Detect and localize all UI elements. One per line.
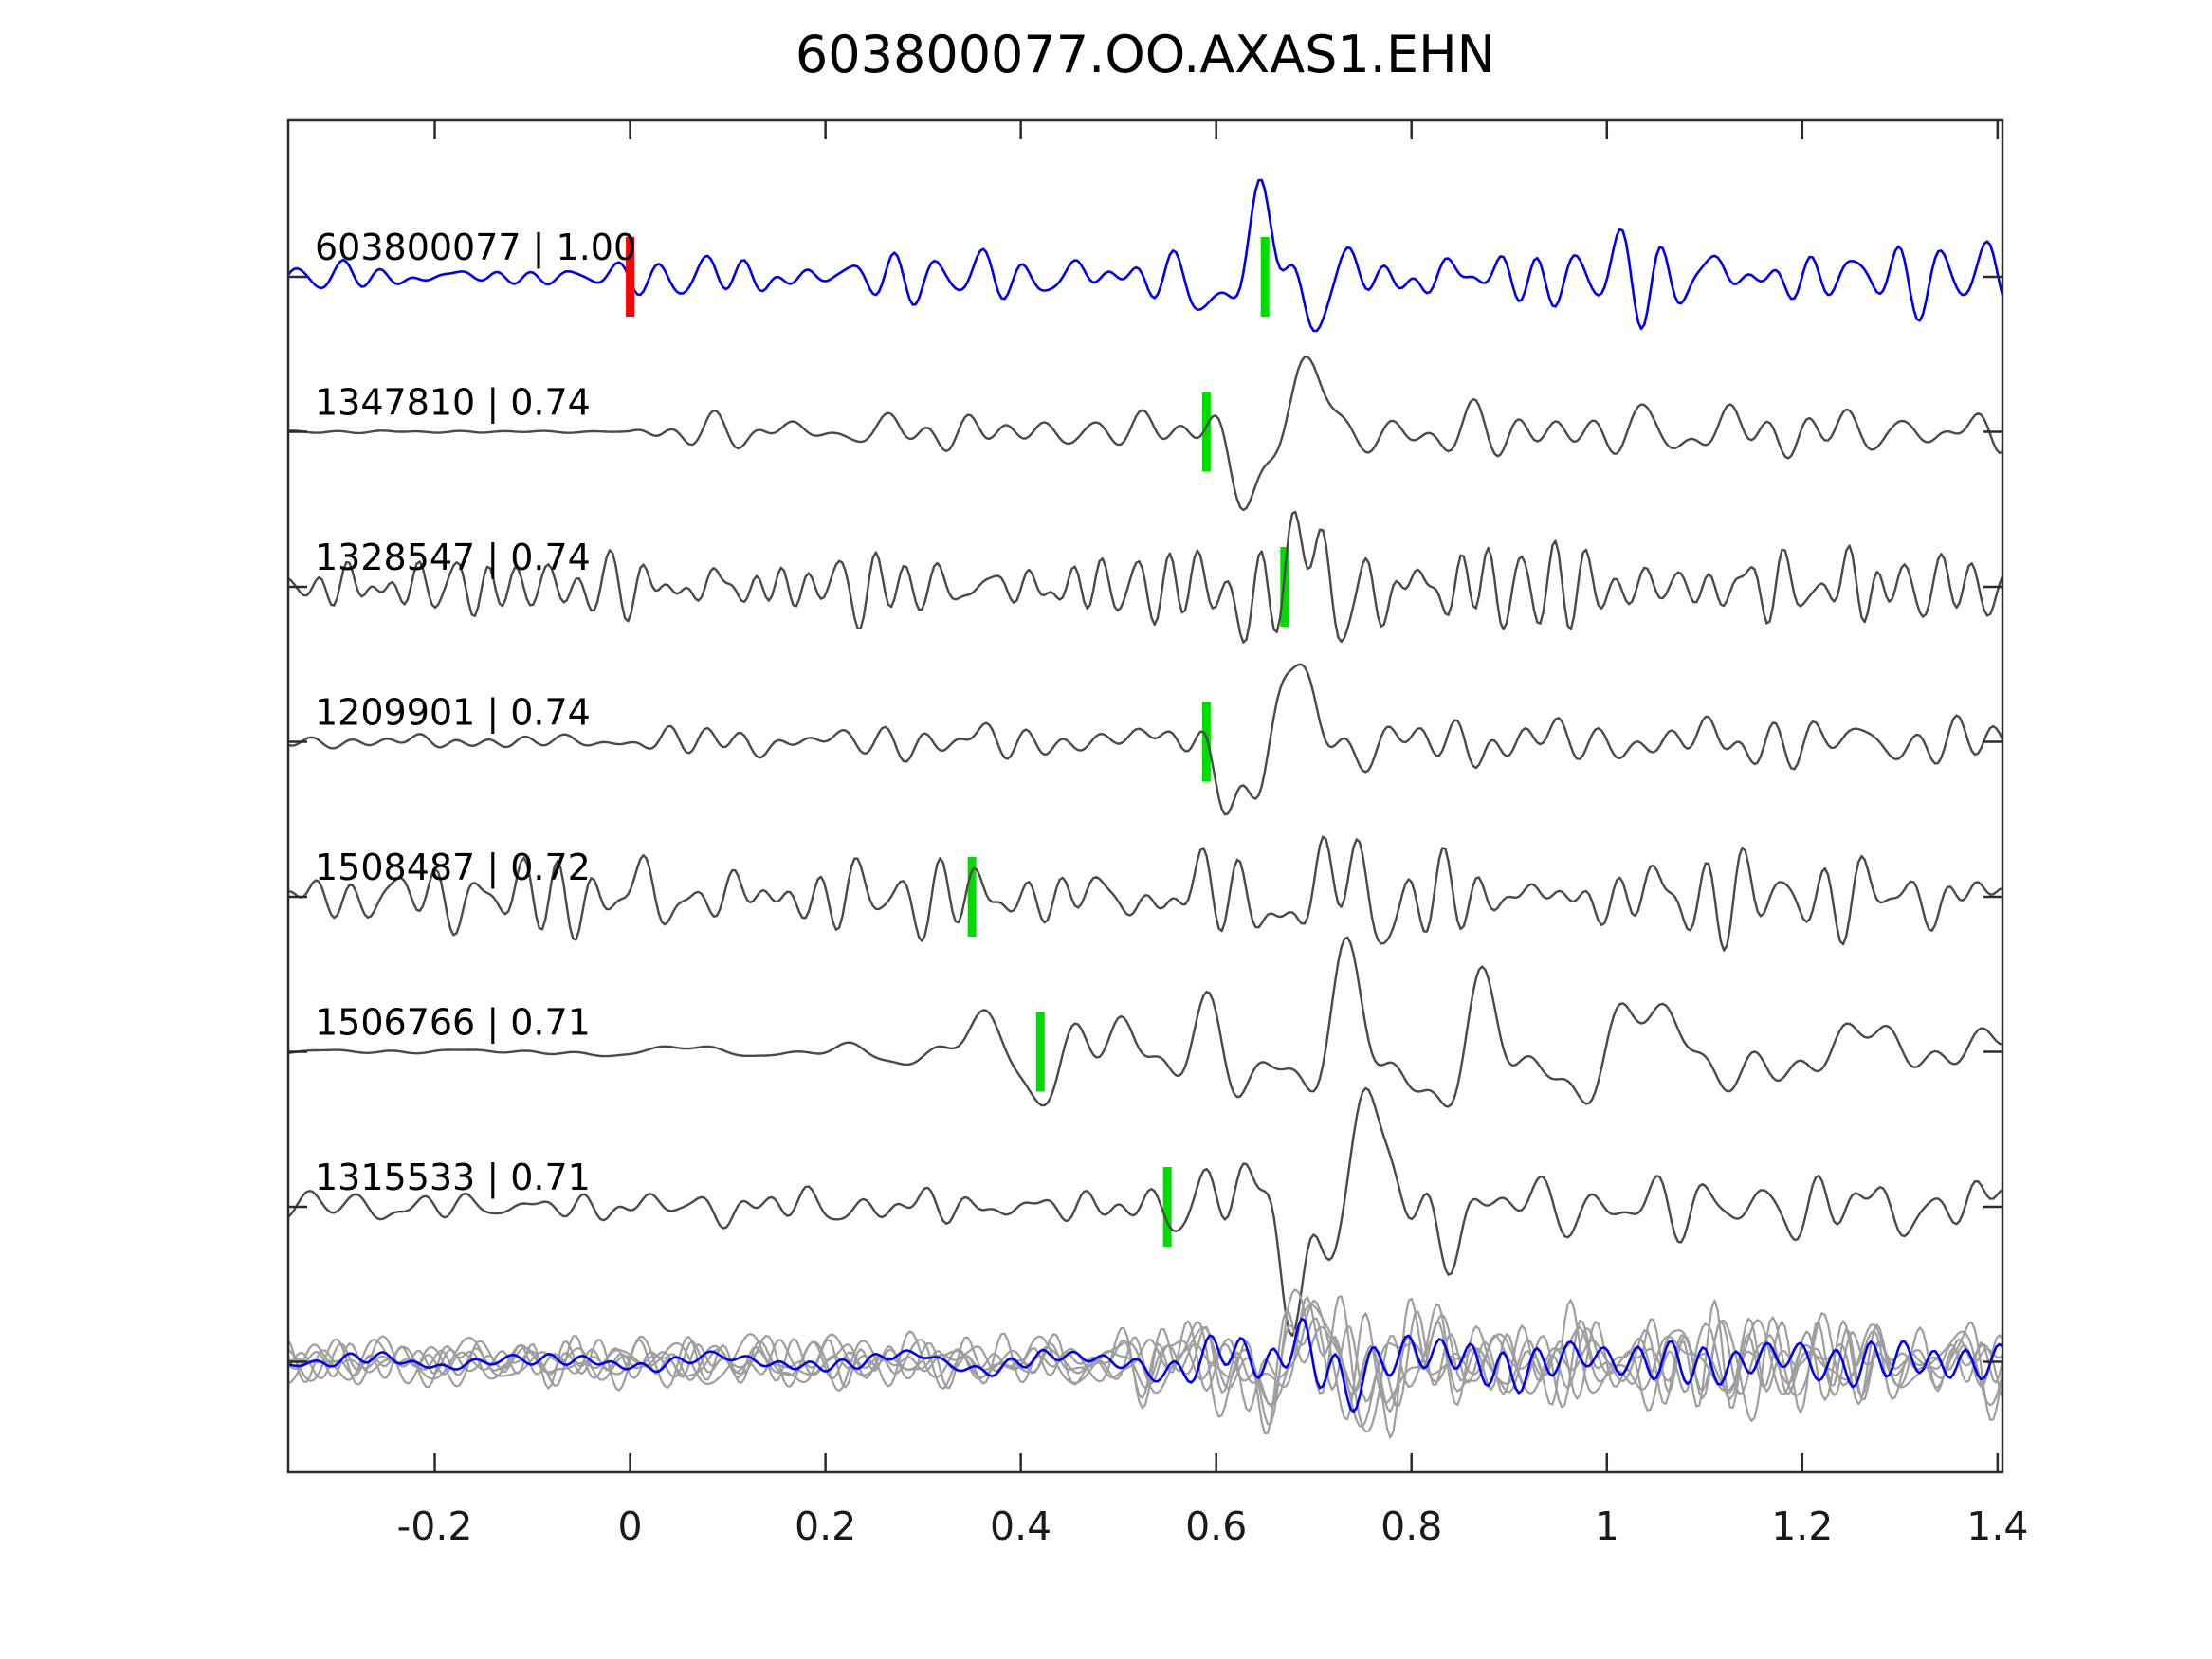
overlay-template-trace-3 [288,1299,2002,1414]
overlay-template-trace-5 [288,1299,2002,1421]
trace-label-1506766: 1506766 | 0.71 [315,1002,591,1045]
trace-label-603800077: 603800077 | 1.00 [315,227,636,269]
trace-labels-group: 603800077 | 1.00 1347810 | 0.74 1328547 | … [315,227,636,1199]
trace-1508487-path [288,835,2002,952]
x-tick-label: -0.2 [397,1504,473,1549]
axis-ticks-group [288,120,2002,1472]
trace-1506766-path [288,936,2002,1108]
trace-1209901-path [288,663,2002,816]
figure-title: 603800077.OO.AXAS1.EHN [795,25,1495,84]
trace-label-1508487: 1508487 | 0.72 [315,847,591,889]
x-tick-label: 1 [1595,1504,1619,1549]
overlay-template-trace-1 [288,1288,2002,1433]
pick-marker-603800077 [1260,237,1270,317]
x-tick-label: 0.6 [1185,1504,1247,1549]
pick-marker-1209901 [1201,702,1211,782]
trace-label-1315533: 1315533 | 0.71 [315,1157,591,1199]
reference-marker-603800077 [626,237,635,317]
pick-marker-1506766 [1035,1012,1045,1092]
pick-marker-1315533 [1162,1167,1172,1247]
trace-label-1347810: 1347810 | 0.74 [315,382,591,425]
x-tick-label: 0.4 [990,1504,1051,1549]
trace-label-1328547: 1328547 | 0.74 [315,537,591,579]
x-tick-label: 0.8 [1380,1504,1442,1549]
waveform-traces-group [288,178,2002,1439]
trace-603800077-path [288,178,2002,333]
trace-label-1209901: 1209901 | 0.74 [315,692,591,735]
trace-1315533-path [288,1086,2002,1338]
plot-frame [286,118,2004,1474]
x-tick-label: 0.2 [795,1504,856,1549]
x-tick-labels-group: -0.2 0 0.2 0.4 0.6 0.8 1 1.2 1.4 [397,1504,2029,1549]
overlay-template-trace-6 [288,1309,2002,1435]
x-tick-label: 1.4 [1966,1504,2028,1549]
trace-1328547-path [288,510,2002,644]
x-tick-label: 1.2 [1771,1504,1833,1549]
pick-marker-1347810 [1201,392,1211,472]
x-tick-label: 0 [618,1504,643,1549]
overlay-target-trace [288,1317,2002,1413]
reference-marker-group [626,237,635,317]
pick-marker-1508487 [967,857,977,937]
trace-1347810-path [288,356,2002,512]
